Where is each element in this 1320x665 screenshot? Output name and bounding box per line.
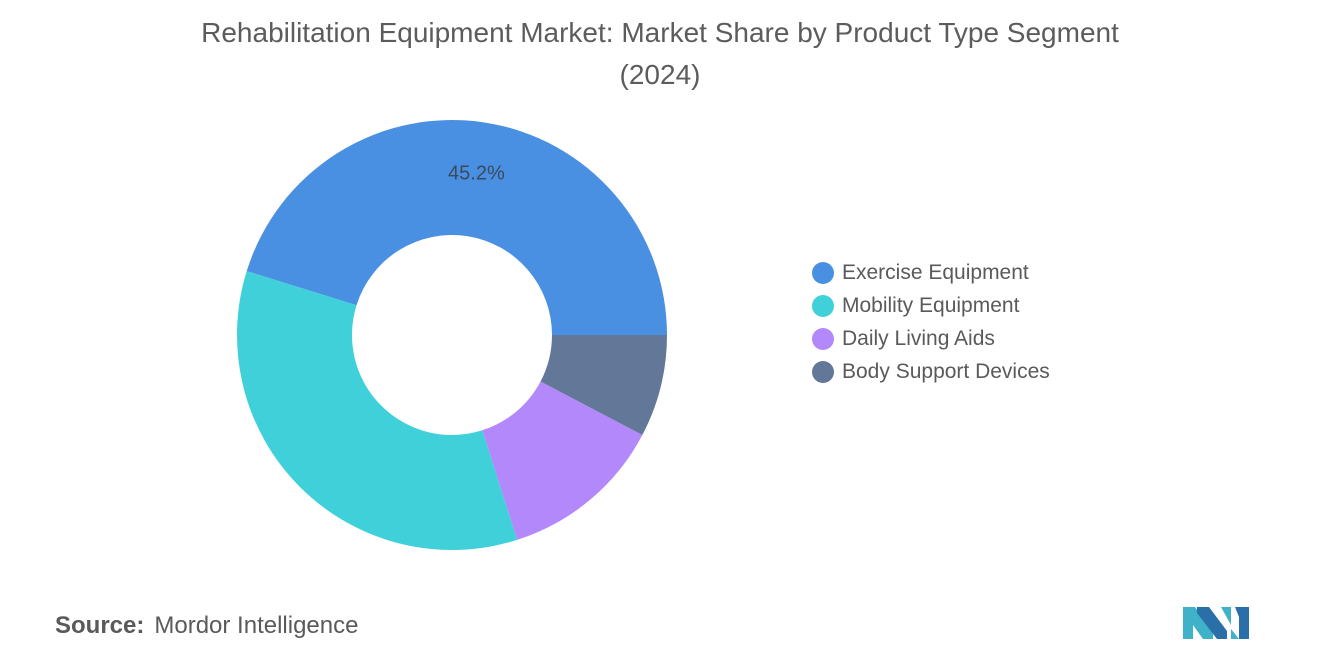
legend-item: Daily Living Aids (812, 322, 1050, 355)
source-label: Source: (55, 612, 145, 639)
legend-item: Exercise Equipment (812, 256, 1050, 289)
chart-title: Rehabilitation Equipment Market: Market … (201, 17, 1119, 90)
legend-swatch (812, 261, 834, 284)
data-label: 45.2% (448, 163, 505, 185)
legend-item: Mobility Equipment (812, 289, 1050, 322)
legend-label: Daily Living Aids (842, 326, 995, 350)
source-note: Source: Mordor Intelligence (55, 612, 358, 640)
donut-slice-body-support-devices (540, 335, 667, 436)
legend-item: Body Support Devices (812, 355, 1050, 388)
donut-slice-exercise-equipment (246, 119, 668, 335)
legend-swatch (812, 360, 834, 383)
legend-label: Body Support Devices (842, 359, 1050, 383)
mordor-intelligence-logo-icon (1183, 607, 1249, 639)
source-value: Mordor Intelligence (154, 612, 359, 639)
donut-slice-daily-living-aids (482, 381, 643, 540)
legend-label: Mobility Equipment (842, 293, 1020, 317)
legend-swatch (812, 294, 834, 317)
legend-label: Exercise Equipment (842, 260, 1029, 284)
donut-slice-mobility-equipment (237, 271, 518, 551)
legend-swatch (812, 327, 834, 350)
chart-legend: Exercise Equipment Mobility Equipment Dail… (812, 256, 1050, 388)
